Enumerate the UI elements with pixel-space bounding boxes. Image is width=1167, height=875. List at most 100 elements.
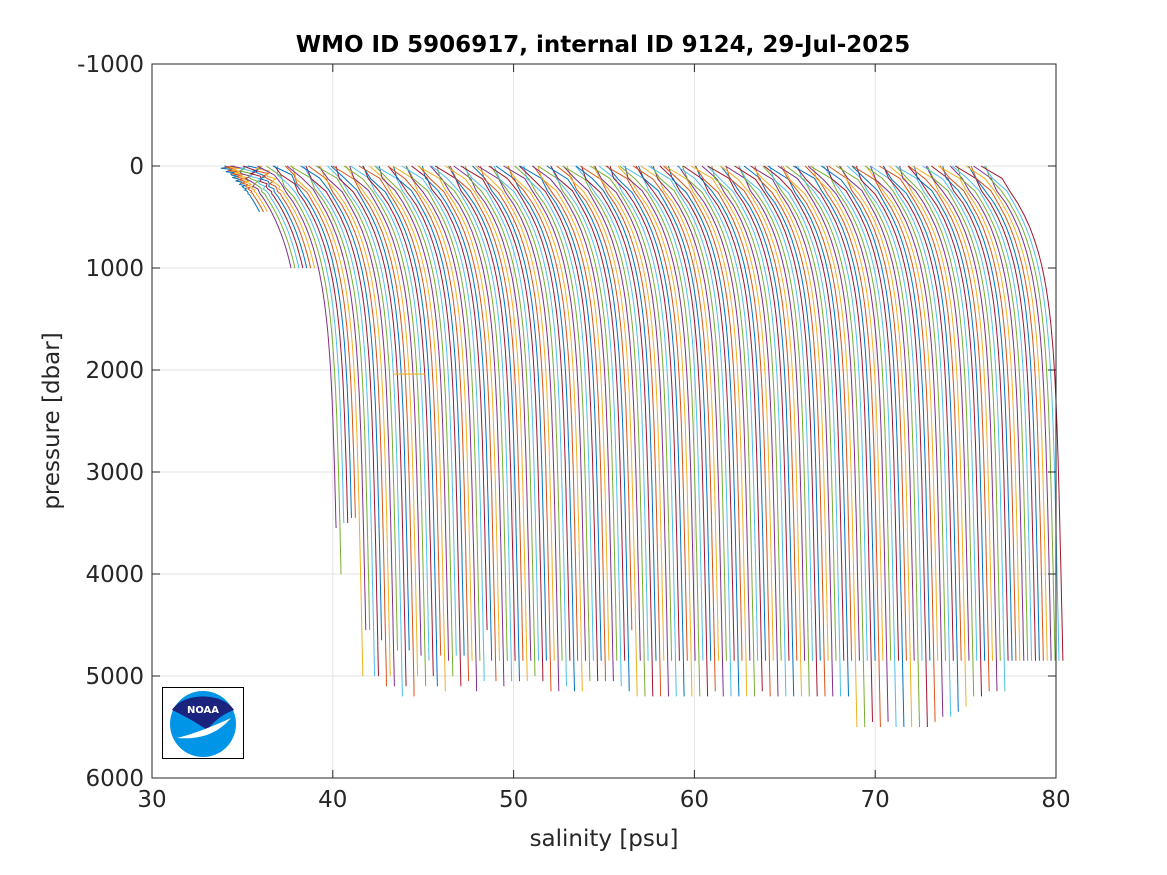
profile-line bbox=[477, 165, 560, 692]
profile-line bbox=[648, 165, 732, 697]
profile-line bbox=[506, 165, 583, 692]
profile-line bbox=[907, 165, 982, 697]
y-tick-label: 6000 bbox=[85, 766, 144, 792]
profile-line bbox=[330, 165, 410, 651]
profile-line bbox=[769, 165, 842, 697]
profile-line bbox=[392, 165, 465, 656]
profile-line bbox=[624, 165, 696, 661]
profile-line bbox=[694, 165, 771, 697]
profile-line bbox=[449, 165, 524, 661]
profile-line bbox=[734, 165, 818, 697]
profile-line bbox=[575, 165, 657, 661]
profile-line bbox=[335, 165, 407, 687]
profile-line bbox=[750, 165, 834, 697]
profile-line bbox=[957, 165, 1029, 661]
profile-line bbox=[983, 165, 1060, 661]
profile-line bbox=[828, 165, 907, 661]
profile-line bbox=[973, 165, 1052, 661]
profile-line bbox=[562, 165, 641, 661]
profile-line bbox=[589, 165, 673, 661]
profile-line bbox=[518, 165, 599, 682]
profile-line bbox=[725, 165, 798, 661]
profile-line bbox=[229, 165, 268, 213]
profile-line bbox=[362, 165, 434, 677]
profile-line bbox=[284, 165, 356, 518]
profile-line bbox=[593, 165, 665, 661]
profile-line bbox=[320, 165, 391, 677]
profile-line bbox=[804, 165, 881, 728]
profile-line bbox=[605, 165, 688, 661]
profile-line bbox=[695, 165, 766, 661]
profile-line bbox=[401, 165, 485, 682]
profile-line bbox=[640, 165, 720, 661]
profile-line bbox=[622, 165, 704, 661]
profile-line bbox=[243, 165, 304, 269]
y-tick-label: -1000 bbox=[77, 52, 144, 78]
profile-line bbox=[286, 165, 367, 631]
profile-line bbox=[411, 165, 488, 631]
noaa-logo-wave-icon bbox=[177, 718, 231, 739]
profile-line bbox=[581, 165, 654, 697]
profile-line bbox=[503, 165, 586, 661]
profile-line bbox=[453, 165, 532, 661]
profile-line bbox=[985, 165, 1056, 661]
profile-line bbox=[617, 165, 693, 697]
profile-line bbox=[358, 165, 442, 656]
chart-title: WMO ID 5906917, internal ID 9124, 29-Jul… bbox=[296, 32, 911, 58]
profile-line bbox=[664, 165, 748, 697]
profile-line bbox=[580, 165, 662, 697]
profile-line bbox=[417, 165, 500, 661]
profile-line bbox=[754, 165, 826, 697]
x-tick-label: 50 bbox=[499, 787, 528, 813]
profile-line bbox=[550, 165, 622, 687]
profile-line bbox=[239, 165, 296, 269]
profile-line bbox=[562, 165, 646, 697]
profile-line bbox=[762, 165, 837, 661]
profile-line bbox=[870, 165, 952, 717]
noaa-logo: NOAA bbox=[162, 687, 244, 759]
y-tick-label: 3000 bbox=[85, 460, 144, 486]
profile-line bbox=[598, 165, 677, 697]
profile-line bbox=[289, 165, 371, 631]
profile-line bbox=[633, 165, 716, 692]
profile-line bbox=[954, 165, 1036, 661]
profile-line bbox=[659, 165, 735, 661]
profile-line bbox=[751, 165, 829, 661]
profile-line bbox=[472, 165, 547, 661]
profile-line bbox=[949, 165, 1025, 661]
profile-line bbox=[913, 165, 986, 661]
profile-line bbox=[865, 165, 939, 661]
profile-lines bbox=[220, 165, 1064, 728]
profile-line bbox=[668, 165, 740, 697]
profile-line bbox=[387, 165, 470, 682]
profile-line bbox=[864, 165, 946, 661]
profile-line bbox=[939, 165, 1017, 661]
profile-line bbox=[970, 165, 1044, 661]
profile-line bbox=[247, 165, 308, 269]
profile-line bbox=[495, 165, 575, 692]
profile-line bbox=[434, 165, 516, 661]
profile-line bbox=[681, 165, 756, 697]
profile-line bbox=[840, 165, 913, 728]
x-tick-label: 60 bbox=[680, 787, 709, 813]
profile-line bbox=[507, 165, 579, 661]
profile-line bbox=[870, 165, 944, 717]
profile-line bbox=[436, 165, 508, 661]
profile-line bbox=[931, 165, 1009, 661]
profile-line bbox=[369, 165, 446, 692]
profile-line bbox=[678, 165, 751, 661]
profile-line bbox=[374, 165, 454, 677]
profile-line bbox=[809, 165, 892, 661]
profile-line bbox=[823, 165, 897, 728]
profile-line bbox=[682, 165, 763, 692]
profile-line bbox=[362, 165, 438, 687]
profile-line bbox=[566, 165, 638, 697]
profile-line bbox=[782, 165, 858, 728]
profile-line bbox=[256, 165, 312, 269]
profile-line bbox=[405, 165, 478, 692]
profile-line bbox=[537, 165, 610, 661]
profile-line bbox=[676, 165, 759, 661]
profile-line bbox=[767, 165, 849, 697]
profile-line bbox=[490, 165, 563, 661]
profile-line bbox=[448, 165, 520, 682]
